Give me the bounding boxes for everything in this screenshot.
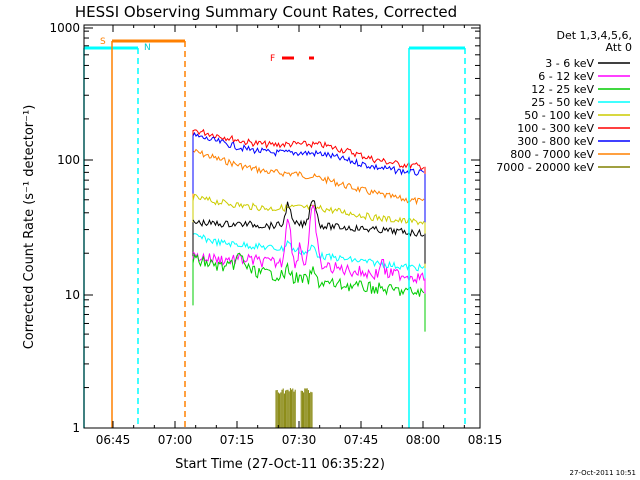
flag-label-flare: F [270,54,275,64]
x-tick-label: 07:00 [158,433,193,447]
y-axis-label: Corrected Count Rate (s⁻¹ detector⁻¹) [22,105,37,350]
y-tick-label: 1000 [49,21,80,35]
series-line [192,148,425,206]
legend-label: 300 - 800 keV [517,135,594,148]
legend-title: Att 0 [606,41,632,54]
legend-label: 6 - 12 keV [538,70,594,83]
legend-label: 7000 - 20000 keV [496,161,594,174]
legend-label: 25 - 50 keV [531,96,594,109]
legend-label: 12 - 25 keV [531,83,594,96]
timestamp: 27-Oct-2011 10:51 [570,469,636,477]
y-tick-label: 10 [65,288,80,302]
series-line [192,233,425,272]
axes-layer: 06:45 07:00 07:15 07:30 07:45 08:00 08:15 1 10 10… [49,21,502,447]
flag-label-saa: S [100,37,106,47]
x-tick-label: 07:30 [282,433,317,447]
plot-frame [83,24,481,429]
legend-label: 50 - 100 keV [524,109,594,122]
x-tick-label: 08:00 [406,433,441,447]
legend-label: 100 - 300 keV [517,122,594,135]
series-line [192,199,425,237]
series-line [192,128,425,171]
legend-label: 3 - 6 keV [545,57,594,70]
x-axis-label: Start Time (27-Oct-11 06:35:22) [175,457,385,472]
series-line [192,252,425,297]
legend-label: 800 - 7000 keV [510,148,594,161]
y-tick-label: 100 [57,153,80,167]
flag-label-night: N [144,43,151,53]
flag-lines-foreground [282,48,466,428]
series-line [192,131,425,176]
x-tick-label: 07:15 [220,433,255,447]
series-layer [192,128,426,428]
x-tick-label: 06:45 [96,433,131,447]
x-tick-label: 08:15 [468,433,503,447]
series-line [192,193,425,226]
legend-title: Det 1,3,4,5,6, [556,29,632,42]
chart-title: HESSI Observing Summary Count Rates, Cor… [75,3,457,21]
y-tick-label: 1 [72,421,80,435]
x-tick-label: 07:45 [344,433,379,447]
